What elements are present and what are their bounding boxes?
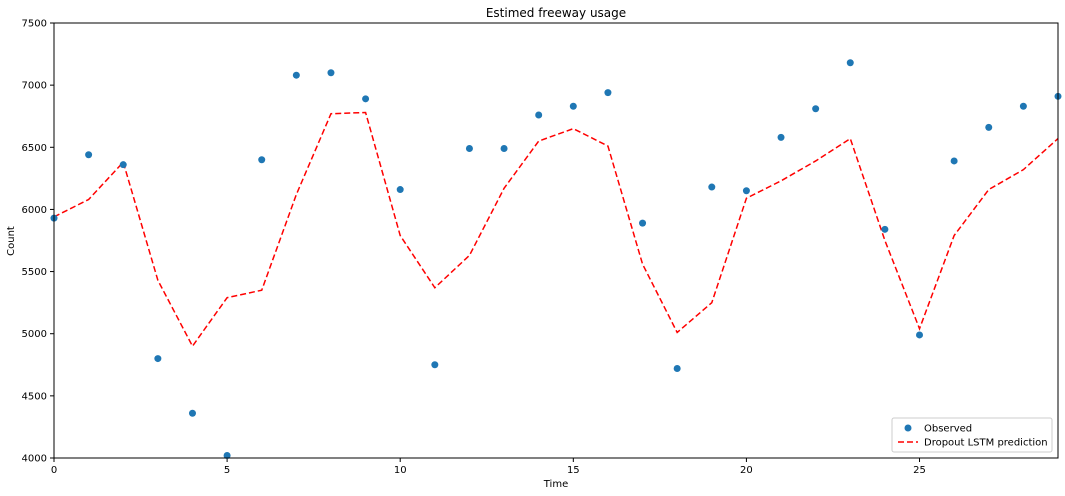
x-tick-label: 25 bbox=[913, 465, 926, 476]
y-tick-label: 6500 bbox=[22, 143, 47, 154]
x-tick-label: 20 bbox=[740, 465, 753, 476]
plot-frame bbox=[53, 22, 1059, 459]
observed-point bbox=[188, 409, 196, 417]
y-tick-label: 5500 bbox=[22, 267, 47, 278]
observed-point bbox=[154, 355, 162, 363]
x-tick-label: 10 bbox=[394, 465, 407, 476]
x-tick-label: 5 bbox=[224, 465, 230, 476]
y-tick-label: 5000 bbox=[22, 329, 47, 340]
y-tick-label: 7500 bbox=[22, 19, 47, 30]
legend-marker-observed bbox=[904, 424, 912, 432]
observed-point bbox=[777, 133, 785, 141]
observed-point bbox=[881, 225, 889, 233]
observed-point bbox=[812, 105, 820, 113]
observed-point bbox=[708, 183, 716, 191]
observed-point bbox=[85, 151, 93, 159]
observed-point bbox=[742, 187, 750, 195]
legend-box bbox=[891, 417, 1053, 453]
prediction-line bbox=[53, 111, 1059, 348]
y-tick-label: 7000 bbox=[22, 81, 47, 92]
observed-point bbox=[569, 102, 577, 110]
chart-title: Estimed freeway usage bbox=[486, 6, 626, 20]
plot-area: 0 5 10 15 20 25 4000 4500 5000 5500 6000 6500 7000 75… bbox=[22, 19, 1062, 476]
observed-point bbox=[362, 95, 370, 103]
observed-point bbox=[673, 365, 681, 373]
observed-point bbox=[916, 331, 924, 339]
y-tick-label: 6000 bbox=[22, 205, 47, 216]
x-tick-label: 0 bbox=[51, 465, 57, 476]
observed-point bbox=[500, 145, 508, 153]
observed-point bbox=[258, 156, 266, 164]
y-tick-label: 4500 bbox=[22, 391, 47, 402]
observed-point bbox=[327, 69, 335, 77]
legend-label: Dropout LSTM prediction bbox=[924, 438, 1048, 449]
observed-point bbox=[431, 361, 439, 369]
observed-point bbox=[223, 452, 231, 460]
observed-point bbox=[846, 59, 854, 67]
observed-point bbox=[119, 161, 127, 169]
observed-point bbox=[985, 123, 993, 131]
observed-point bbox=[639, 219, 647, 227]
legend-label: Observed bbox=[924, 424, 972, 435]
observed-point bbox=[396, 186, 404, 194]
observed-point bbox=[604, 89, 612, 97]
observed-point bbox=[292, 71, 300, 79]
x-tick-label: 15 bbox=[567, 465, 580, 476]
observed-point bbox=[950, 157, 958, 165]
observed-point bbox=[1019, 102, 1027, 110]
x-axis-label: Time bbox=[543, 479, 568, 490]
y-axis-label: Count bbox=[6, 226, 17, 256]
observed-point bbox=[465, 145, 473, 153]
y-tick-label: 4000 bbox=[22, 454, 47, 465]
observed-point bbox=[535, 111, 543, 119]
